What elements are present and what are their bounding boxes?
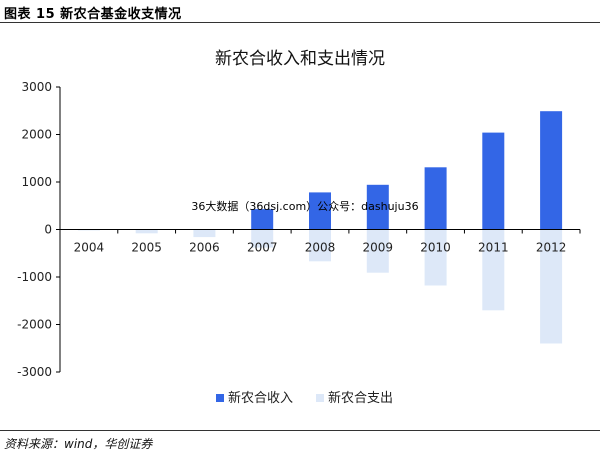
chart-container: 新农合收入和支出情况 3000 2000 1000 0 -1000 -2000 -3000 2…: [0, 24, 600, 428]
figure-header: 图表 15 新农合基金收支情况: [0, 0, 600, 23]
x-tick-label-2010: 2010: [420, 241, 451, 255]
expense-bar-2012: [540, 229, 563, 344]
income-bar-2008: [309, 192, 331, 230]
expense-bar-2006: [193, 229, 216, 238]
income-bar-2010: [424, 167, 447, 230]
figure-label: 图表 15 新农合基金收支情况: [4, 7, 182, 22]
x-tick-label-2011: 2011: [478, 241, 509, 255]
watermark-text: 36大数据（36dsj.com）公众号：dashuju36: [191, 199, 418, 213]
x-tick-label-2008: 2008: [305, 241, 336, 255]
expense-bar-2010: [424, 229, 447, 286]
expense-bar-2009: [366, 229, 389, 273]
y-tick-label--1000: -1000: [17, 270, 52, 284]
income-bar-2007: [251, 209, 274, 230]
chart-title: 新农合收入和支出情况: [215, 49, 385, 69]
expense-bar-2011: [482, 229, 505, 311]
y-tick-label-2000: 2000: [21, 128, 52, 142]
bar-chart: 3000 2000 1000 0 -1000 -2000 -3000 2004 2005 2006…: [17, 80, 581, 406]
x-tick-label-2007: 2007: [247, 241, 278, 255]
y-tick-label-1000: 1000: [21, 175, 52, 189]
expense-bar-2007: [251, 229, 274, 248]
x-tick-label-2005: 2005: [131, 241, 162, 255]
legend-swatch-income: [216, 394, 224, 402]
x-tick-label-2012: 2012: [536, 241, 567, 255]
y-tick-label-3000: 3000: [21, 80, 52, 94]
expense-bar-2008: [309, 229, 331, 262]
y-tick-label--3000: -3000: [17, 365, 52, 379]
x-tick-label-2004: 2004: [74, 241, 105, 255]
expense-bar-2005: [135, 229, 158, 234]
income-bar-2011: [482, 132, 505, 230]
income-bar-2012: [540, 111, 563, 230]
income-bar-2009: [366, 184, 389, 230]
legend-label-expense: 新农合支出: [328, 390, 393, 406]
figure-footer: 资料来源：wind，华创证券: [0, 430, 600, 455]
y-tick-label-0: 0: [44, 223, 52, 237]
x-tick-label-2009: 2009: [363, 241, 394, 255]
source-note: 资料来源：wind，华创证券: [4, 437, 153, 451]
legend-label-income: 新农合收入: [228, 390, 293, 406]
x-tick-label-2006: 2006: [189, 241, 220, 255]
legend-swatch-expense: [316, 394, 324, 402]
y-tick-label--2000: -2000: [17, 318, 52, 332]
